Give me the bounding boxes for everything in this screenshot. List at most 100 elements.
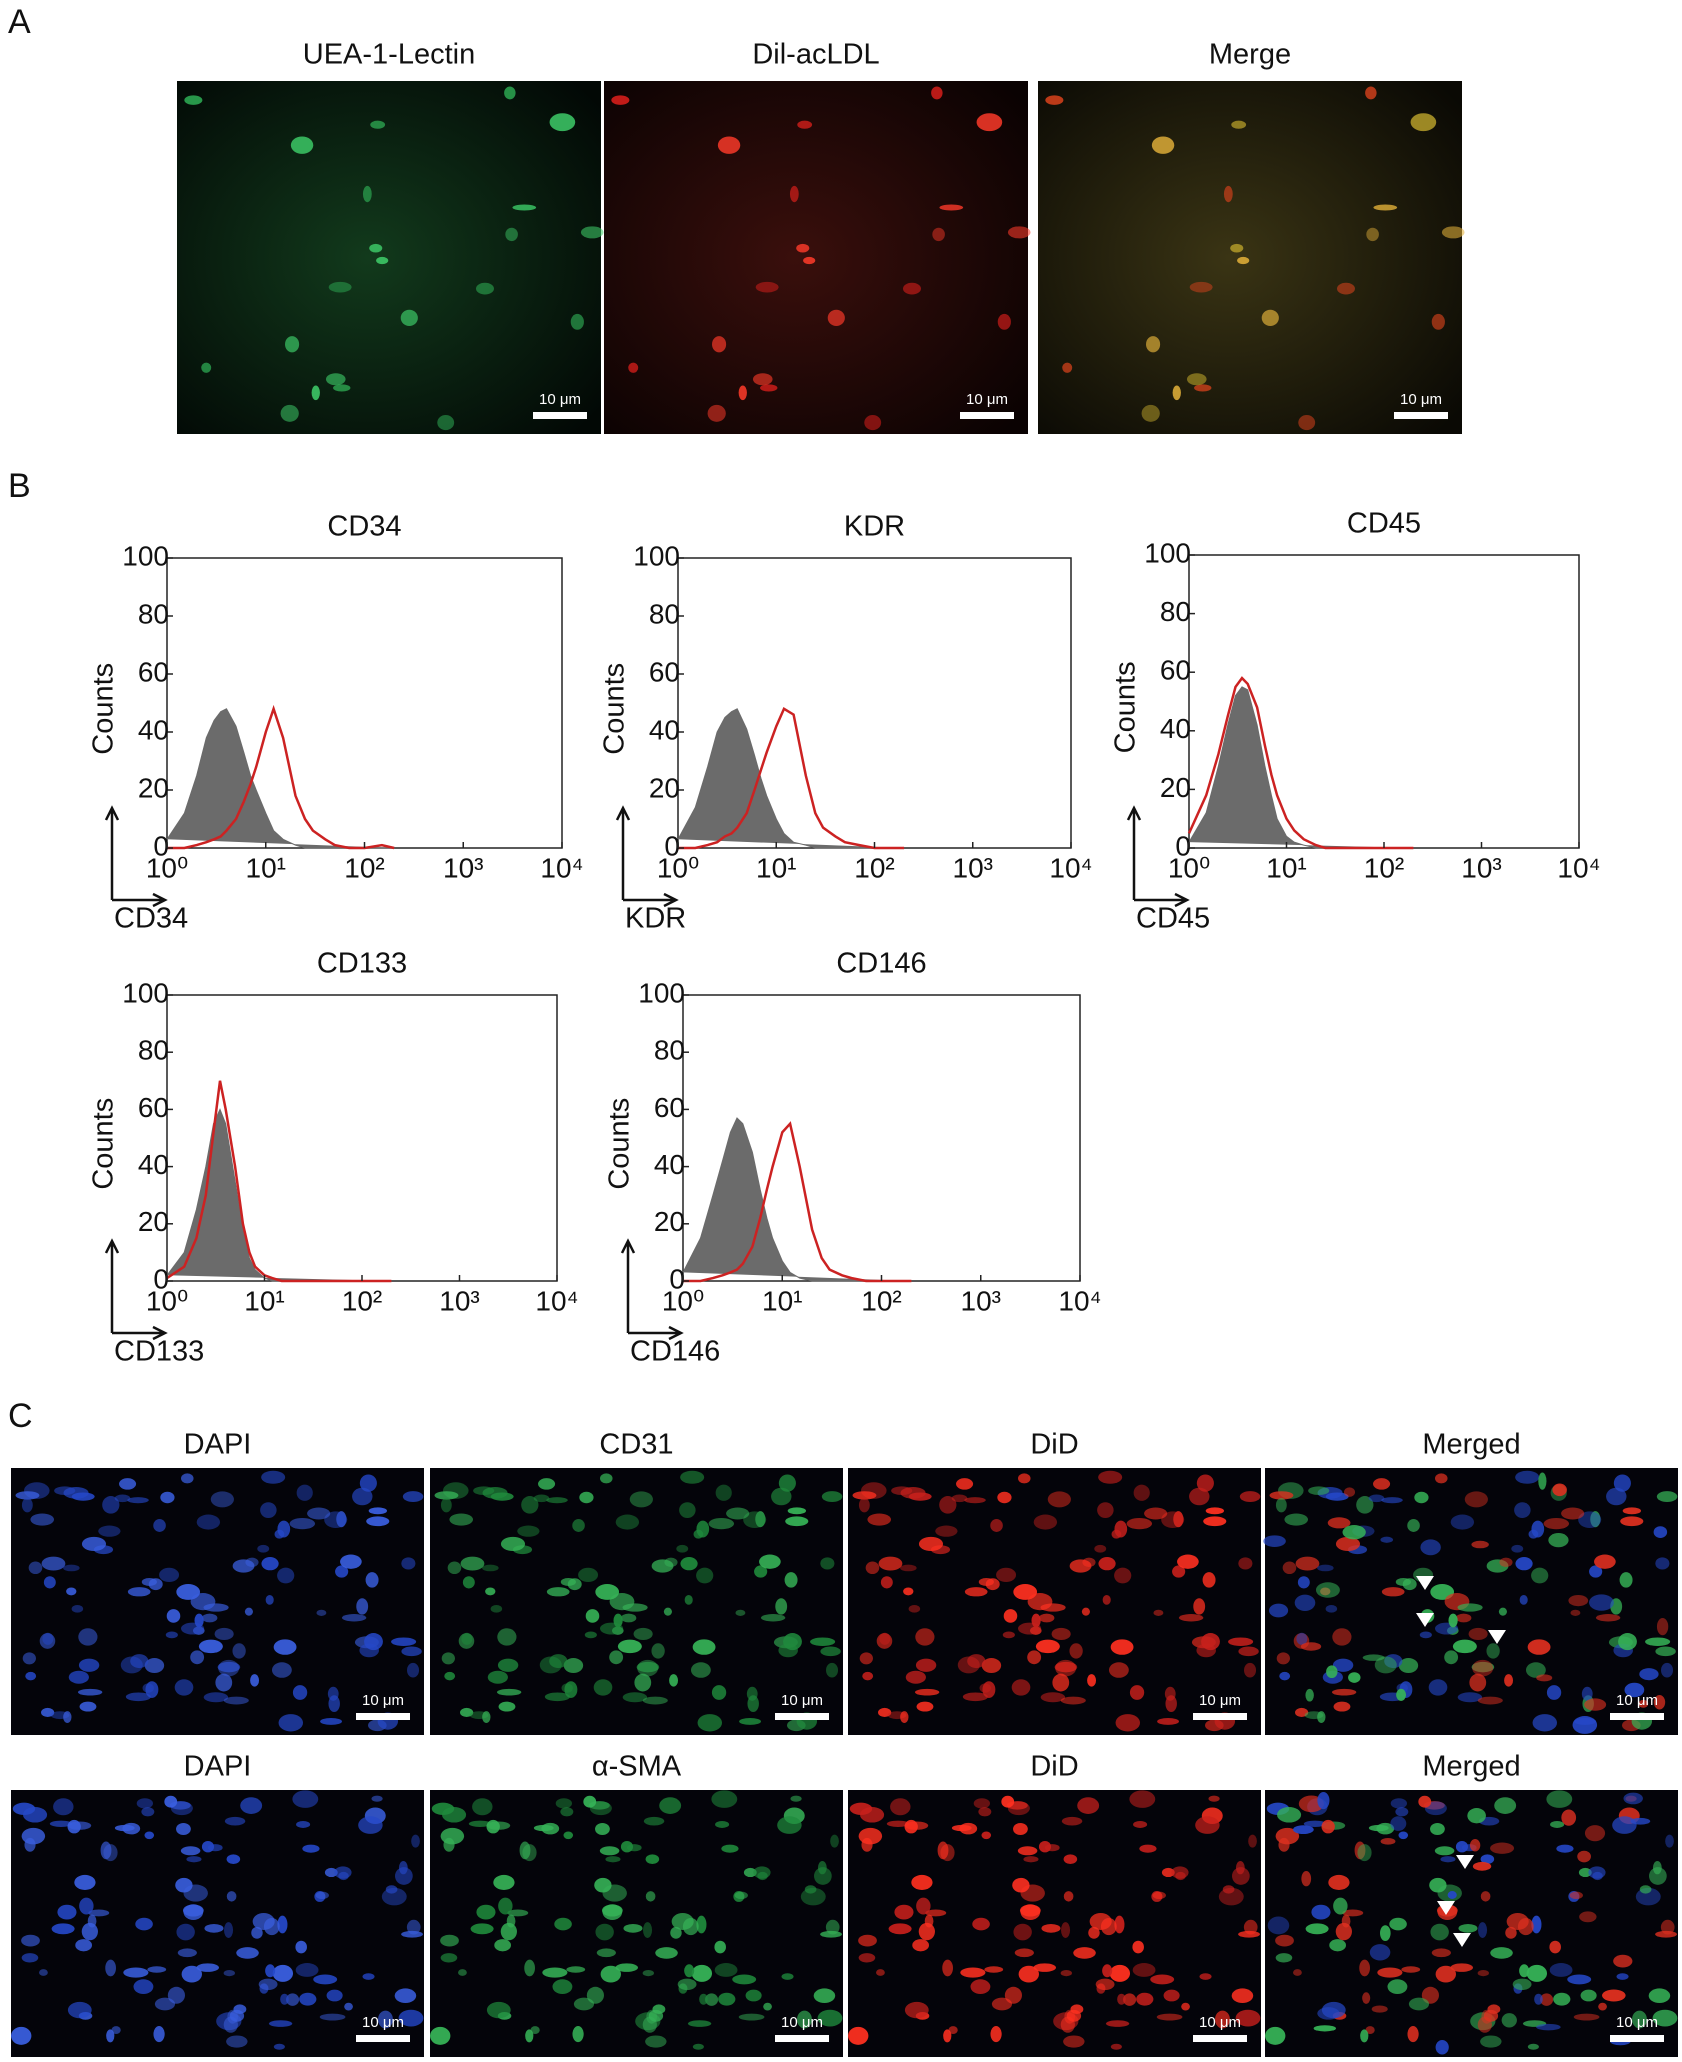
micrograph: 10 μm	[177, 81, 604, 434]
cell	[522, 1844, 537, 1862]
cell	[1616, 1973, 1629, 1980]
cell	[1357, 1844, 1372, 1862]
cell	[160, 1491, 175, 1504]
image-title: UEA-1-Lectin	[303, 39, 475, 71]
cell	[902, 282, 921, 295]
cell	[458, 1969, 467, 1976]
image-title: DAPI	[184, 1429, 252, 1461]
cell	[605, 1856, 621, 1863]
cell	[1584, 1825, 1606, 1842]
axis-arrow	[615, 805, 679, 908]
x-tick-label: 10³	[443, 852, 483, 883]
cell	[245, 1557, 259, 1567]
scale-bar-label: 10 μm	[362, 1692, 404, 1709]
axis-arrow	[104, 805, 168, 908]
cell	[1398, 1831, 1409, 1840]
cell	[684, 1594, 693, 1605]
cell	[273, 2043, 285, 2050]
cell	[790, 1795, 802, 1802]
cell	[810, 1637, 836, 1646]
cell	[691, 1964, 713, 1982]
cell	[960, 1967, 986, 1978]
cell	[42, 1632, 54, 1645]
cell	[25, 1671, 37, 1681]
cell	[677, 1978, 697, 1991]
cell	[1055, 1659, 1077, 1677]
cell	[888, 1923, 912, 1935]
cell	[784, 1572, 798, 1588]
arrowhead	[1453, 1933, 1471, 1947]
cell	[1573, 2013, 1600, 2021]
y-tick-label: 100	[122, 977, 169, 1008]
y-tick-label: 100	[638, 977, 685, 1008]
cell	[1132, 1940, 1144, 1954]
x-tick-label: 10⁰	[662, 1285, 704, 1316]
cell	[1477, 1969, 1490, 1977]
cell	[915, 1628, 935, 1646]
cell	[1469, 1673, 1487, 1692]
cell	[570, 313, 584, 330]
cell	[176, 1822, 191, 1836]
image-title: Merge	[1209, 39, 1291, 71]
y-tick-label: 80	[654, 1035, 685, 1066]
cell	[437, 415, 455, 431]
cell	[803, 256, 816, 265]
cell	[1543, 1517, 1570, 1530]
cell	[358, 1816, 383, 1834]
cell	[648, 2009, 664, 2022]
cell	[400, 309, 418, 327]
cell	[273, 1639, 297, 1655]
cell	[746, 1686, 758, 1701]
cell	[473, 1486, 495, 1496]
cell	[1620, 1516, 1644, 1527]
scale-bar	[1193, 1713, 1247, 1720]
cell	[546, 1497, 568, 1504]
cell	[1527, 2043, 1539, 2050]
cell	[1161, 1511, 1185, 1529]
histogram-area	[166, 1108, 392, 1282]
cell	[600, 1473, 613, 1484]
y-tick-label: 0	[153, 830, 169, 861]
scale-bar	[960, 412, 1014, 419]
cell	[336, 1511, 347, 1528]
micrograph: 10 μm	[1263, 1468, 1678, 1735]
cell	[30, 1513, 55, 1526]
micrograph: 10 μm	[848, 1468, 1261, 1735]
cell	[63, 1711, 72, 1723]
cell	[732, 1974, 757, 1985]
cell	[1464, 1491, 1488, 1508]
scale-bar-label: 10 μm	[781, 1692, 823, 1709]
cell	[123, 1967, 149, 1978]
cell	[1326, 1665, 1338, 1679]
scale-bar-label: 10 μm	[1616, 1692, 1658, 1709]
cell	[440, 1497, 452, 1513]
cell	[533, 1494, 550, 1503]
cell	[1007, 1801, 1030, 1816]
y-tick-label: 80	[138, 598, 169, 629]
cell	[879, 1632, 891, 1645]
cell	[1652, 1861, 1662, 1875]
cell	[170, 1801, 193, 1816]
cell	[440, 1953, 458, 1963]
cell	[759, 1554, 781, 1569]
cell	[1494, 1797, 1517, 1814]
cell	[1435, 1473, 1448, 1484]
cell	[258, 1978, 278, 1991]
chart-title: KDR	[844, 511, 905, 543]
cell	[1588, 1866, 1606, 1879]
axis-arrow	[104, 1238, 168, 1341]
cell	[613, 1613, 623, 1628]
cell	[1528, 1529, 1539, 1539]
cell	[1327, 1517, 1351, 1529]
panel-letter: B	[8, 467, 31, 505]
cell	[634, 1673, 652, 1692]
cell	[1519, 1964, 1530, 1978]
cell	[1526, 1964, 1548, 1982]
cell	[1181, 2002, 1190, 2011]
cell	[622, 1603, 648, 1612]
cell	[981, 1831, 992, 1840]
cell	[440, 1934, 459, 1947]
cell	[1052, 1673, 1070, 1692]
cell	[1110, 2043, 1122, 2050]
cell	[817, 2009, 843, 2027]
